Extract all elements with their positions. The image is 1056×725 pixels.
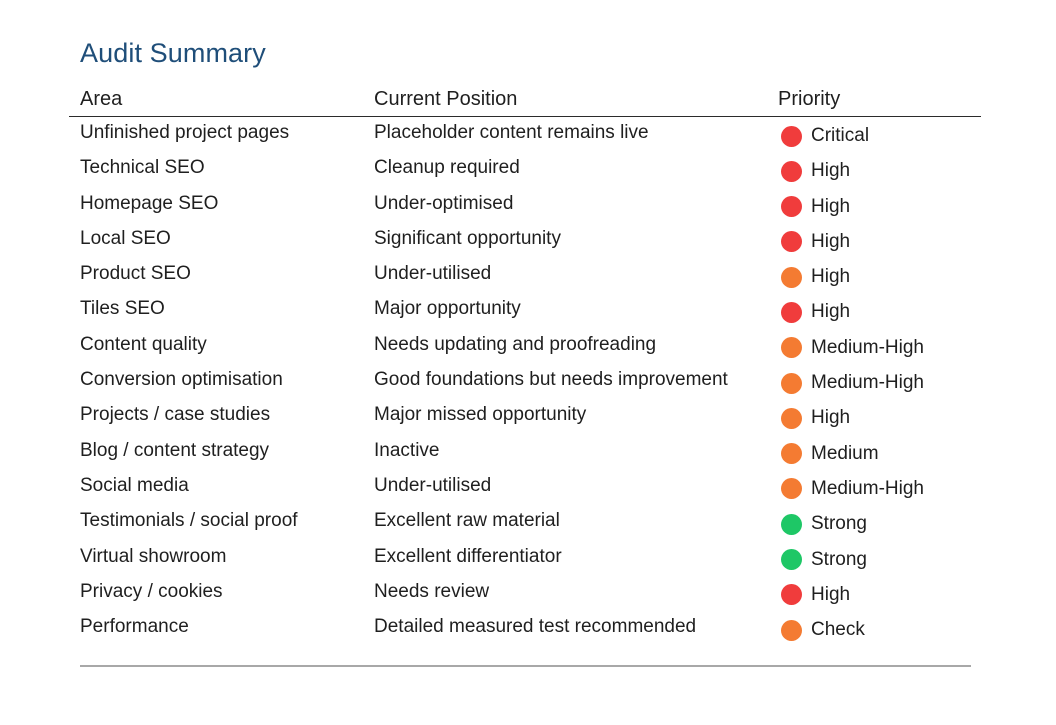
priority-label: Strong bbox=[811, 513, 867, 535]
status-dot-icon bbox=[781, 337, 802, 359]
table-row: Social media Under-utilised Medium-High bbox=[69, 470, 981, 505]
status-dot-icon bbox=[781, 125, 802, 147]
priority-label: Medium-High bbox=[811, 336, 924, 358]
table-row: Privacy / cookies Needs review High bbox=[69, 576, 981, 611]
area-cell: Tiles SEO bbox=[80, 298, 165, 320]
current-position-cell: Major opportunity bbox=[374, 298, 521, 320]
priority-label: Medium-High bbox=[811, 372, 924, 394]
area-cell: Projects / case studies bbox=[80, 404, 271, 426]
priority-label: High bbox=[811, 195, 851, 217]
status-dot-icon bbox=[781, 443, 802, 465]
table-header: Area Current Position Priority bbox=[69, 87, 981, 117]
header-current-position: Current Position bbox=[374, 88, 518, 110]
area-cell: Performance bbox=[80, 616, 189, 638]
area-cell: Conversion optimisation bbox=[80, 369, 283, 391]
page-title: Audit Summary bbox=[80, 38, 266, 68]
audit-table: Area Current Position Priority Unfinishe… bbox=[69, 87, 981, 646]
status-dot-icon bbox=[781, 513, 802, 535]
current-position-cell: Excellent raw material bbox=[374, 510, 560, 532]
area-cell: Technical SEO bbox=[80, 157, 205, 179]
priority-label: Check bbox=[811, 619, 865, 641]
priority-cell: High bbox=[781, 584, 850, 606]
current-position-cell: Major missed opportunity bbox=[374, 404, 587, 426]
area-cell: Social media bbox=[80, 474, 189, 496]
priority-cell: High bbox=[781, 407, 850, 429]
current-position-cell: Significant opportunity bbox=[374, 227, 561, 249]
status-dot-icon bbox=[781, 478, 802, 500]
priority-cell: Strong bbox=[781, 513, 867, 535]
status-dot-icon bbox=[781, 407, 802, 429]
current-position-cell: Under-utilised bbox=[374, 263, 492, 285]
priority-cell: Medium-High bbox=[781, 478, 924, 500]
current-position-cell: Under-optimised bbox=[374, 192, 514, 214]
table-row: Local SEO Significant opportunity High bbox=[69, 223, 981, 258]
footer-divider bbox=[80, 665, 971, 667]
priority-cell: Check bbox=[781, 619, 865, 641]
priority-cell: Medium-High bbox=[781, 372, 924, 394]
priority-label: High bbox=[811, 160, 851, 182]
table-row: Product SEO Under-utilised High bbox=[69, 258, 981, 293]
current-position-cell: Excellent differentiator bbox=[374, 545, 562, 567]
priority-label: High bbox=[811, 230, 851, 252]
area-cell: Homepage SEO bbox=[80, 192, 219, 214]
current-position-cell: Needs updating and proofreading bbox=[374, 333, 657, 355]
area-cell: Content quality bbox=[80, 333, 207, 355]
area-cell: Privacy / cookies bbox=[80, 580, 223, 602]
current-position-cell: Placeholder content remains live bbox=[374, 122, 649, 143]
table-row: Virtual showroom Excellent differentiator… bbox=[69, 541, 981, 576]
table-row: Testimonials / social proof Excellent raw… bbox=[69, 505, 981, 540]
table-row: Technical SEO Cleanup required High bbox=[69, 152, 981, 187]
priority-cell: High bbox=[781, 231, 850, 253]
status-dot-icon bbox=[781, 160, 802, 182]
priority-cell: High bbox=[781, 160, 850, 182]
area-cell: Local SEO bbox=[80, 227, 171, 249]
priority-label: High bbox=[811, 266, 851, 288]
status-dot-icon bbox=[781, 584, 802, 606]
table-row: Tiles SEO Major opportunity High bbox=[69, 293, 981, 328]
header-area: Area bbox=[80, 88, 123, 110]
priority-label: Critical bbox=[811, 125, 870, 146]
header-priority: Priority bbox=[778, 88, 841, 110]
status-dot-icon bbox=[781, 301, 802, 323]
status-dot-icon bbox=[781, 266, 802, 288]
priority-cell: Critical bbox=[781, 125, 869, 147]
priority-label: High bbox=[811, 407, 851, 429]
status-dot-icon bbox=[781, 549, 802, 571]
priority-cell: Medium-High bbox=[781, 337, 924, 359]
priority-label: Medium bbox=[811, 442, 879, 464]
table-row: Blog / content strategy Inactive Medium bbox=[69, 435, 981, 470]
priority-cell: High bbox=[781, 196, 850, 218]
priority-label: High bbox=[811, 583, 851, 605]
area-cell: Virtual showroom bbox=[80, 545, 227, 567]
priority-cell: Medium bbox=[781, 443, 879, 465]
table-row: Homepage SEO Under-optimised High bbox=[69, 188, 981, 223]
priority-label: High bbox=[811, 301, 851, 323]
status-dot-icon bbox=[781, 619, 802, 641]
table-row: Conversion optimisation Good foundations … bbox=[69, 364, 981, 399]
table-row: Projects / case studies Major missed oppo… bbox=[69, 399, 981, 434]
area-cell: Product SEO bbox=[80, 263, 191, 285]
area-cell: Blog / content strategy bbox=[80, 439, 270, 461]
table-row: Content quality Needs updating and proofr… bbox=[69, 329, 981, 364]
priority-cell: Strong bbox=[781, 549, 867, 571]
current-position-cell: Detailed measured test recommended bbox=[374, 616, 697, 638]
priority-label: Medium-High bbox=[811, 477, 924, 499]
status-dot-icon bbox=[781, 231, 802, 253]
current-position-cell: Under-utilised bbox=[374, 474, 492, 496]
priority-label: Strong bbox=[811, 548, 867, 570]
current-position-cell: Needs review bbox=[374, 580, 490, 602]
current-position-cell: Cleanup required bbox=[374, 157, 520, 179]
table-row: Unfinished project pages Placeholder cont… bbox=[69, 117, 981, 152]
table-body: Unfinished project pages Placeholder cont… bbox=[69, 117, 981, 646]
current-position-cell: Inactive bbox=[374, 439, 440, 461]
current-position-cell: Good foundations but needs improvement bbox=[374, 369, 728, 391]
area-cell: Testimonials / social proof bbox=[80, 510, 298, 532]
priority-cell: High bbox=[781, 266, 850, 288]
table-row: Performance Detailed measured test recomm… bbox=[69, 611, 981, 646]
status-dot-icon bbox=[781, 372, 802, 394]
priority-cell: High bbox=[781, 301, 850, 323]
status-dot-icon bbox=[781, 196, 802, 218]
area-cell: Unfinished project pages bbox=[80, 122, 290, 143]
